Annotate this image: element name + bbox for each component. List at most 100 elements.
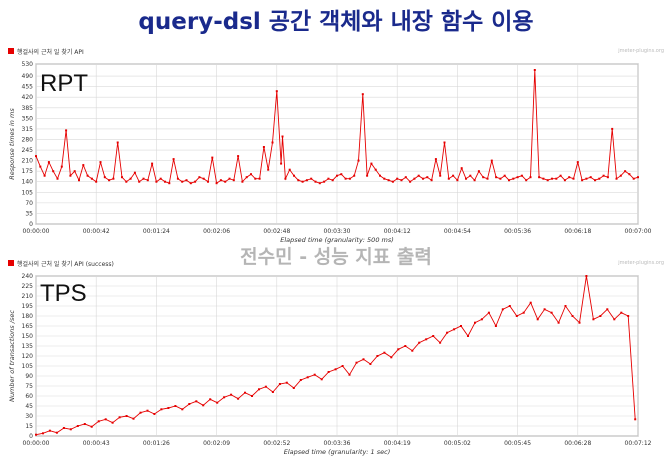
rpt-data-point bbox=[112, 177, 115, 180]
tps-data-point bbox=[299, 379, 302, 381]
rpt-ytick-label: 210 bbox=[22, 158, 34, 165]
rpt-chart: 행걸사의 근처 일 찾기 API jmeter-plugins.org 0 35 70 1… bbox=[8, 48, 664, 244]
rpt-data-point bbox=[99, 161, 102, 164]
rpt-xtick-label: 00:04:54 bbox=[444, 228, 471, 235]
rpt-data-point bbox=[168, 182, 171, 185]
rpt-data-point bbox=[568, 176, 571, 179]
tps-ytick-label: 210 bbox=[22, 293, 34, 300]
rpt-data-point bbox=[361, 93, 364, 96]
rpt-data-point bbox=[465, 177, 467, 180]
rpt-data-point bbox=[281, 135, 284, 138]
tps-legend-label: 행걸사의 근처 일 찾기 API (success) bbox=[17, 260, 114, 268]
tps-data-point bbox=[195, 400, 198, 403]
rpt-ytick-label: 530 bbox=[22, 61, 34, 68]
tps-data-point bbox=[306, 376, 309, 379]
tps-data-point bbox=[55, 431, 58, 434]
tps-data-point bbox=[620, 311, 623, 314]
tps-data-point bbox=[578, 321, 581, 324]
tps-data-point bbox=[327, 371, 330, 373]
rpt-data-point bbox=[198, 176, 201, 179]
rpt-data-point bbox=[121, 176, 123, 179]
rpt-data-point bbox=[185, 179, 188, 182]
rpt-data-point bbox=[624, 170, 627, 173]
rpt-data-point bbox=[228, 177, 231, 180]
rpt-data-point bbox=[572, 177, 575, 180]
tps-data-point bbox=[515, 315, 518, 317]
tps-data-point bbox=[132, 417, 135, 420]
rpt-xtick-label: 00:02:06 bbox=[203, 228, 230, 235]
tps-data-point bbox=[97, 420, 100, 423]
rpt-data-point bbox=[293, 174, 295, 177]
rpt-legend-swatch bbox=[8, 48, 14, 54]
rpt-data-point bbox=[181, 180, 184, 183]
rpt-data-point bbox=[589, 176, 592, 179]
tps-ytick-label: 225 bbox=[22, 283, 34, 290]
rpt-data-point bbox=[56, 177, 59, 180]
tps-data-point bbox=[42, 432, 44, 435]
rpt-data-point bbox=[189, 182, 192, 185]
rpt-ytick-label: 105 bbox=[22, 189, 34, 196]
tps-data-point bbox=[264, 385, 267, 388]
rpt-data-point bbox=[215, 182, 218, 185]
rpt-yaxis-label: Response times in ms bbox=[8, 108, 16, 180]
rpt-data-point bbox=[563, 179, 566, 182]
rpt-data-point bbox=[357, 159, 360, 162]
tps-data-point bbox=[474, 321, 476, 324]
tps-data-point bbox=[223, 396, 226, 399]
tps-data-point bbox=[285, 381, 288, 384]
rpt-brand: jmeter-plugins.org bbox=[617, 48, 664, 54]
tps-data-point bbox=[613, 318, 616, 321]
rpt-ytick-label: 490 bbox=[22, 73, 34, 80]
tps-data-point bbox=[439, 341, 442, 344]
rpt-data-point bbox=[400, 179, 403, 182]
rpt-ytick-label: 315 bbox=[22, 126, 34, 133]
rpt-data-point bbox=[503, 174, 506, 177]
rpt-data-point bbox=[555, 177, 558, 180]
rpt-data-point bbox=[65, 129, 68, 132]
rpt-data-point bbox=[619, 174, 622, 177]
tps-data-point bbox=[446, 331, 449, 334]
rpt-data-point bbox=[581, 179, 584, 182]
rpt-ytick-label: 280 bbox=[22, 136, 34, 143]
rpt-data-point bbox=[60, 165, 63, 168]
rpt-ytick-label: 350 bbox=[22, 115, 34, 122]
rpt-data-point bbox=[43, 174, 46, 177]
tps-data-point bbox=[487, 311, 490, 314]
rpt-data-point bbox=[452, 174, 455, 177]
rpt-data-point bbox=[594, 179, 596, 182]
rpt-xtick-label: 00:07:00 bbox=[625, 228, 652, 235]
rpt-data-point bbox=[245, 176, 248, 179]
tps-ytick-label: 165 bbox=[22, 323, 34, 330]
rpt-data-point bbox=[39, 165, 42, 168]
rpt-data-point bbox=[495, 176, 498, 179]
tps-data-point bbox=[571, 315, 574, 317]
rpt-xtick-label: 00:00:42 bbox=[83, 228, 110, 235]
rpt-data-point bbox=[86, 174, 89, 177]
rpt-data-point bbox=[301, 180, 304, 183]
tps-data-point bbox=[543, 308, 546, 311]
tps-xtick-label: 00:05:02 bbox=[444, 440, 471, 447]
rpt-data-point bbox=[73, 170, 76, 173]
tps-data-point bbox=[529, 301, 532, 304]
rpt-legend-label: 행걸사의 근처 일 찾기 API bbox=[17, 48, 84, 56]
tps-xtick-label: 00:02:09 bbox=[203, 440, 230, 447]
tps-data-point bbox=[62, 427, 65, 429]
rpt-ytick-label: 0 bbox=[29, 221, 33, 228]
tps-data-point bbox=[188, 403, 191, 405]
tps-data-point bbox=[258, 388, 260, 391]
tps-data-point bbox=[230, 393, 233, 396]
rpt-data-point bbox=[404, 176, 407, 179]
rpt-data-point bbox=[284, 177, 287, 180]
rpt-data-point bbox=[340, 173, 343, 176]
tps-data-point bbox=[334, 368, 337, 371]
rpt-xtick-label: 00:05:36 bbox=[504, 228, 531, 235]
tps-ytick-label: 75 bbox=[25, 383, 33, 390]
rpt-data-point bbox=[267, 168, 270, 171]
tps-ytick-label: 135 bbox=[22, 343, 34, 350]
rpt-xaxis-label: Elapsed time (granularity: 500 ms) bbox=[280, 236, 394, 244]
rpt-data-point bbox=[133, 171, 136, 174]
tps-data-point bbox=[634, 418, 637, 421]
rpt-data-point bbox=[271, 141, 274, 144]
tps-data-point bbox=[480, 318, 483, 321]
page-title: query-dsl 공간 객체와 내장 함수 이용 bbox=[138, 9, 534, 35]
